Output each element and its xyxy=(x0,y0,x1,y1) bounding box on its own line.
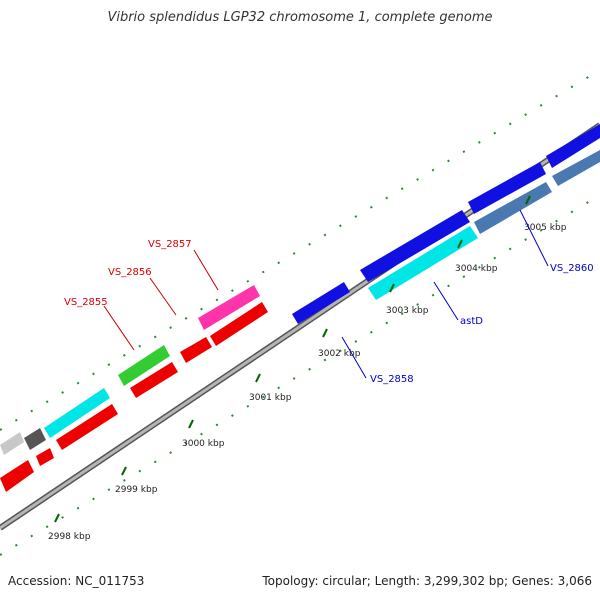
label-astd: astD xyxy=(460,316,483,327)
label-vs2860: VS_2860 xyxy=(550,263,594,274)
label-vs2855: VS_2855 xyxy=(64,297,108,308)
tick-label-3004: 3004 kbp xyxy=(455,264,498,274)
inner-tick-ring xyxy=(0,194,600,556)
gene-cyan-1 xyxy=(44,388,110,438)
label-vs2856: VS_2856 xyxy=(108,267,152,278)
gene-astd-cyan xyxy=(368,226,478,300)
gene-red-6 xyxy=(210,302,268,346)
genome-summary: Topology: circular; Length: 3,299,302 bp… xyxy=(262,574,592,588)
label-vs2857: VS_2857 xyxy=(148,239,192,250)
gene-darkgrey xyxy=(24,428,46,450)
tick-label-3000: 3000 kbp xyxy=(182,439,225,449)
reverse-strand-genes xyxy=(0,150,600,492)
tick-label-3002: 3002 kbp xyxy=(318,349,361,359)
gene-vs2856-red xyxy=(130,362,178,398)
gene-vs2855-green xyxy=(118,345,170,386)
label-vs2858: VS_2858 xyxy=(370,374,414,385)
accession-label: Accession: NC_011753 xyxy=(8,574,145,588)
gene-red-2 xyxy=(36,448,54,466)
tick-label-2999: 2999 kbp xyxy=(115,485,158,495)
callout-lines xyxy=(103,209,549,379)
map-title: Vibrio splendidus LGP32 chromosome 1, co… xyxy=(107,10,493,25)
gene-grey-forward xyxy=(0,432,24,455)
forward-strand-genes xyxy=(0,124,600,455)
tick-label-3001: 3001 kbp xyxy=(249,393,292,403)
gene-vs2857-pink xyxy=(198,285,260,330)
gene-blue-2 xyxy=(468,162,546,214)
gene-labels: VS_2855 VS_2856 VS_2857 VS_2858 astD VS_… xyxy=(64,239,594,385)
tick-label-3003: 3003 kbp xyxy=(386,306,429,316)
tick-label-3005: 3005 kbp xyxy=(524,223,567,233)
gene-steelblue-2 xyxy=(552,150,600,186)
gene-blue-3 xyxy=(546,124,600,168)
gene-red-3 xyxy=(56,404,118,450)
gene-blue-1 xyxy=(360,210,470,282)
gene-red-5 xyxy=(180,337,212,363)
gene-red-1 xyxy=(0,460,34,492)
kbp-ticks: 2998 kbp 2999 kbp 3000 kbp 3001 kbp 3002… xyxy=(48,195,567,542)
tick-label-2998: 2998 kbp xyxy=(48,532,91,542)
gene-vs2860-steelblue xyxy=(474,182,552,234)
gene-vs2858-blue xyxy=(292,282,350,324)
